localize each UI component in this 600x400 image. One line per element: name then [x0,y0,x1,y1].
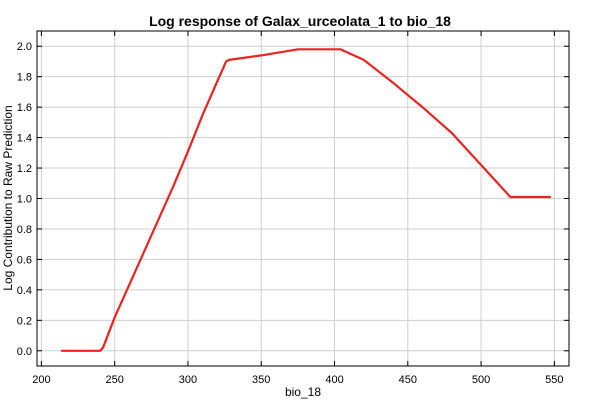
y-tick-label: 1.4 [17,133,32,145]
data-point [450,132,453,134]
data-point [509,196,512,198]
data-point [187,150,189,153]
data-point [480,164,482,166]
data-point [113,316,116,319]
data-point [201,113,204,116]
data-point [392,81,394,84]
y-tick-label: 0.6 [17,254,32,266]
data-point [99,349,101,352]
data-point [172,185,175,188]
grid [37,31,569,366]
data-point [297,48,299,51]
x-tick-label: 300 [179,374,197,386]
data-point [260,54,263,57]
data-point [228,59,230,61]
x-tick-label: 500 [472,374,490,386]
ticks: 200 250 300 350 400 450 500 550 0.0 0.2 0.4 0.6 0.8 1… [17,31,569,386]
data-point [362,59,365,61]
y-tick-label: 1.0 [17,194,32,206]
data-point [421,106,424,108]
data-point [61,349,63,352]
data-point [549,196,551,198]
y-tick-label: 0.0 [17,346,32,358]
y-tick-label: 0.8 [17,224,32,236]
x-tick-label: 350 [252,374,270,386]
y-tick-label: 1.2 [17,163,32,175]
x-tick-label: 550 [545,374,563,386]
y-axis-label: Log Contribution to Raw Prediction [1,105,15,290]
data-point [143,250,145,253]
data-point [339,48,342,51]
series-line [60,48,552,352]
y-tick-label: 0.4 [17,285,32,297]
y-tick-label: 1.6 [17,102,32,114]
chart-title: Log response of Galax_urceolata_1 to bio… [149,13,451,29]
y-tick-label: 1.8 [17,72,32,84]
x-tick-label: 450 [399,374,417,386]
x-tick-label: 400 [325,374,343,386]
series-layer [60,48,552,352]
y-tick-label: 0.2 [17,315,32,327]
data-point [216,80,219,83]
data-point [225,60,228,63]
x-axis-label: bio_18 [285,385,321,399]
x-tick-label: 200 [32,374,50,386]
y-tick-label: 2.0 [17,41,32,53]
data-point [102,346,104,349]
x-tick-label: 250 [105,374,123,386]
